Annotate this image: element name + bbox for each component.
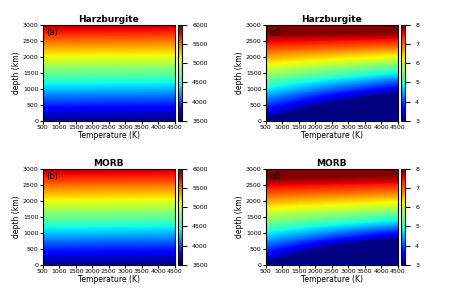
Text: (d): (d) xyxy=(270,172,282,181)
X-axis label: Temperature (K): Temperature (K) xyxy=(78,275,140,284)
Y-axis label: depth (km): depth (km) xyxy=(236,51,245,94)
Title: Harzburgite: Harzburgite xyxy=(301,15,362,24)
Text: (c): (c) xyxy=(270,27,281,37)
Y-axis label: depth (km): depth (km) xyxy=(236,196,245,238)
X-axis label: Temperature (K): Temperature (K) xyxy=(301,131,363,140)
X-axis label: Temperature (K): Temperature (K) xyxy=(78,131,140,140)
Y-axis label: depth (km): depth (km) xyxy=(12,51,21,94)
Text: (b): (b) xyxy=(46,172,58,181)
X-axis label: Temperature (K): Temperature (K) xyxy=(301,275,363,284)
Y-axis label: depth (km): depth (km) xyxy=(12,196,21,238)
Title: MORB: MORB xyxy=(317,159,347,168)
Text: (a): (a) xyxy=(46,27,58,37)
Title: Harzburgite: Harzburgite xyxy=(78,15,139,24)
Title: MORB: MORB xyxy=(93,159,124,168)
